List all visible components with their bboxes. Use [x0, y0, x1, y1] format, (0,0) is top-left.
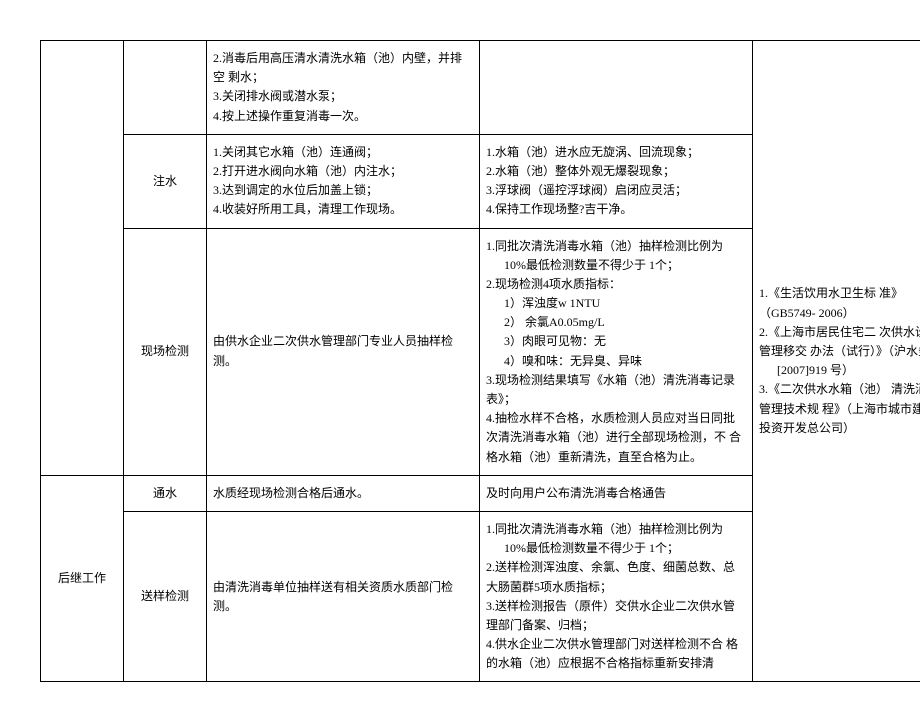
r3-c4-2d: 4）嗅和味：无异臭、异味 — [486, 352, 746, 371]
r3-c4-4: 4.抽检水样不合格，水质检测人员应对当日同批 次清洗消毒水箱（池）进行全部现场检… — [486, 409, 746, 467]
cell-refs: 1.《生活饮用水卫生标 准》（GB5749- 2006） 2.《上海市居民住宅二… — [753, 41, 920, 682]
ref-1: 1.《生活饮用水卫生标 准》（GB5749- 2006） — [759, 284, 920, 322]
r5-c4-4: 4.供水企业二次供水管理部门对送样检测不合 格的水箱（池）应根据不合格指标重新安… — [486, 635, 746, 673]
cell-r4-c4: 及时向用户公布清洗消毒合格通告 — [480, 475, 753, 511]
ref-2: 2.《上海市居民住宅二 次供水设施管理移交 办法（试行）》（沪水务 — [759, 323, 920, 361]
r5-c4-1: 1.同批次清洗消毒水箱（池）抽样检测比例为 — [486, 520, 746, 539]
r3-c4-3: 3.现场检测结果填写《水箱（池）清洗消毒记录 表》； — [486, 371, 746, 409]
r3-c4-2a: 1）浑浊度w 1NTU — [486, 294, 746, 313]
r3-c4-2b: 2） 余氯A0.05mg/L — [486, 313, 746, 332]
cell-group2: 后继工作 — [41, 475, 124, 682]
cell-r1-c3: 2.消毒后用高压清水清洗水箱（池）内壁，并排空 剩水； 3.关闭排水阀或潜水泵；… — [207, 41, 480, 135]
cell-r2-c3: 1.关闭其它水箱（池）连通阀； 2.打开进水阀向水箱（池）内注水； 3.达到调定… — [207, 134, 480, 228]
r5-c4-3: 3.送样检测报告（原件）交供水企业二次供水管 理部门备案、归档； — [486, 597, 746, 635]
r3-c4-2: 2.现场检测4项水质指标： — [486, 275, 746, 294]
cell-group1 — [41, 41, 124, 476]
ref-2a: [2007]919 号） — [759, 361, 920, 380]
cell-r3-c3: 由供水企业二次供水管理部门专业人员抽样检测。 — [207, 228, 480, 475]
r5-c4-2: 2.送样检测浑浊度、余氯、色度、细菌总数、总 大肠菌群5项水质指标； — [486, 558, 746, 596]
cell-r1-c4 — [480, 41, 753, 135]
r3-c4-1: 1.同批次清洗消毒水箱（池）抽样检测比例为 — [486, 237, 746, 256]
r3-c4-2c: 3）肉眼可见物：无 — [486, 332, 746, 351]
cell-r1-c2 — [124, 41, 207, 135]
ref-3: 3.《二次供水水箱（池） 清洗消毒管理技术规 程》（上海市城市建设 投资开发总公… — [759, 380, 920, 438]
cell-r5-c2: 送样检测 — [124, 511, 207, 682]
cell-r2-c2: 注水 — [124, 134, 207, 228]
cell-r3-c2: 现场检测 — [124, 228, 207, 475]
procedure-table: 2.消毒后用高压清水清洗水箱（池）内壁，并排空 剩水； 3.关闭排水阀或潜水泵；… — [40, 40, 920, 682]
cell-r2-c4: 1.水箱（池）进水应无旋涡、回流现象； 2.水箱（池）整体外观无爆裂现象； 3.… — [480, 134, 753, 228]
cell-r3-c4: 1.同批次清洗消毒水箱（池）抽样检测比例为 10%最低检测数量不得少于 1个； … — [480, 228, 753, 475]
r5-c4-1a: 10%最低检测数量不得少于 1个； — [486, 539, 746, 558]
cell-r4-c2: 通水 — [124, 475, 207, 511]
r3-c4-1a: 10%最低检测数量不得少于 1个； — [486, 256, 746, 275]
cell-r5-c4: 1.同批次清洗消毒水箱（池）抽样检测比例为 10%最低检测数量不得少于 1个； … — [480, 511, 753, 682]
cell-r5-c3: 由清洗消毒单位抽样送有相关资质水质部门检测。 — [207, 511, 480, 682]
cell-r4-c3: 水质经现场检测合格后通水。 — [207, 475, 480, 511]
